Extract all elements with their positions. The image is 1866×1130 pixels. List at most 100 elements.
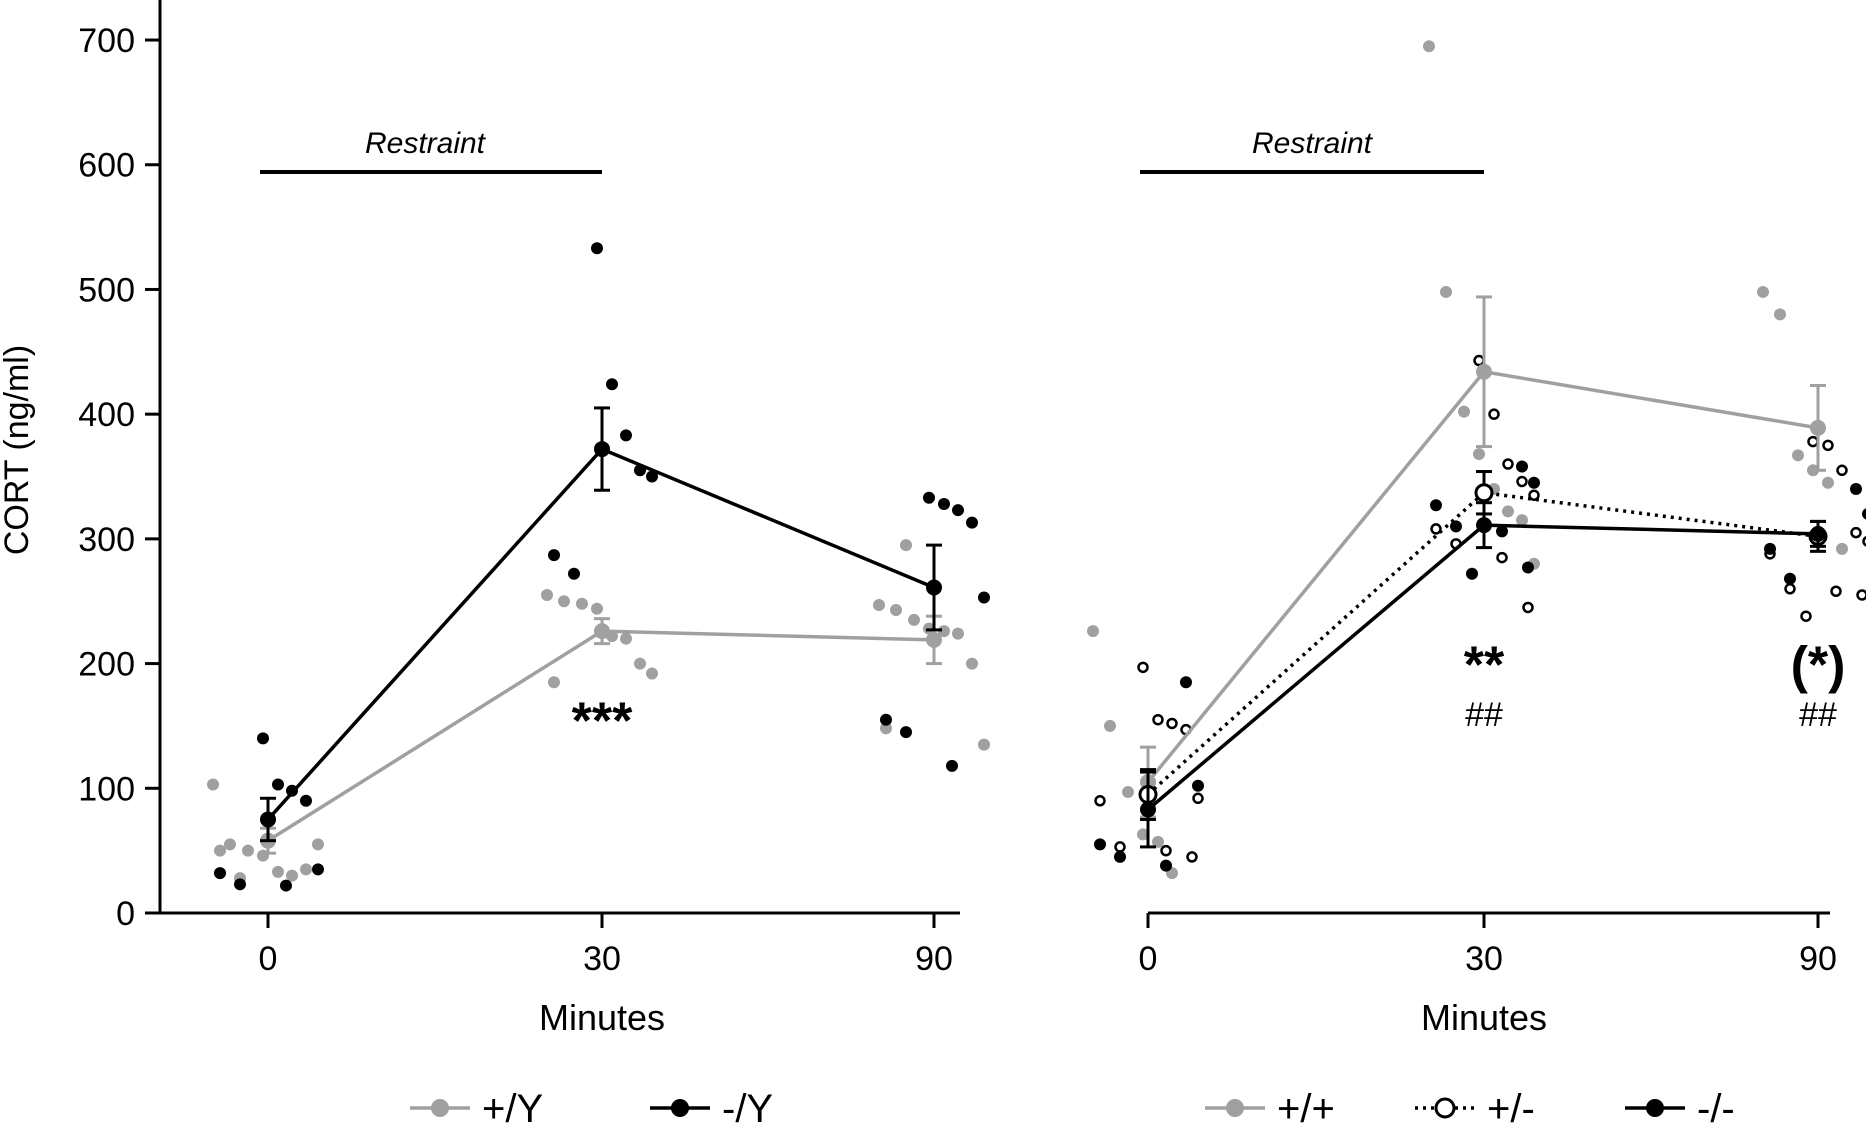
- data-point: [1423, 40, 1435, 53]
- legend-marker: [431, 1099, 449, 1117]
- significance-annotation: **: [1464, 636, 1505, 694]
- data-point: [1440, 285, 1452, 298]
- mean-marker: [1476, 363, 1492, 380]
- data-point: [591, 242, 603, 255]
- left-plot-area: ***: [207, 242, 990, 892]
- panel-left: 0 30 90 Restraint *** Minutes +/Y -/Y: [145, 127, 990, 1130]
- data-point: [272, 778, 284, 791]
- data-point: [1496, 551, 1508, 564]
- data-point: [234, 878, 246, 891]
- data-point: [1502, 458, 1514, 470]
- series-+/+: [1087, 40, 1848, 880]
- data-point: [1473, 354, 1485, 367]
- data-point: [978, 591, 990, 604]
- significance-annotation: (*): [1791, 636, 1846, 694]
- x-tick-label: 90: [1799, 940, 1837, 978]
- series-+/-: [1094, 354, 1866, 863]
- data-point: [568, 567, 580, 580]
- data-point: [1830, 585, 1842, 597]
- data-point: [890, 603, 902, 616]
- data-point: [224, 838, 236, 851]
- data-point: [1528, 476, 1540, 489]
- y-tick-label: 300: [78, 521, 135, 559]
- data-point: [1104, 719, 1116, 732]
- data-point: [908, 613, 920, 626]
- series--/-: [1094, 460, 1866, 872]
- mean-marker: [1810, 419, 1826, 436]
- mean-marker: [1810, 525, 1826, 542]
- data-point: [1087, 625, 1099, 638]
- mean-marker: [1476, 517, 1492, 534]
- right-legend: +/+ +/- -/-: [1205, 1087, 1735, 1130]
- data-point: [1774, 308, 1786, 321]
- series--/Y: [214, 242, 990, 892]
- legend-label: +/+: [1277, 1087, 1335, 1130]
- left-legend: +/Y -/Y: [410, 1087, 773, 1130]
- data-point: [1800, 610, 1812, 622]
- legend-marker: [1434, 1097, 1456, 1119]
- data-point: [541, 588, 553, 601]
- left-x-axis: 0 30 90: [145, 911, 960, 978]
- data-point: [548, 549, 560, 562]
- data-point: [1152, 835, 1164, 848]
- data-point: [1094, 838, 1106, 851]
- data-point: [1502, 505, 1514, 518]
- significance-annotation: ***: [572, 692, 633, 750]
- data-point: [646, 667, 658, 680]
- data-point: [312, 863, 324, 876]
- mean-marker: [594, 623, 610, 640]
- legend-marker: [1226, 1099, 1244, 1117]
- y-axis: 0 100 200 300 400 500 600 700 CORT (ng/ml): [0, 0, 162, 933]
- series--/Y-summary: [260, 406, 942, 843]
- legend-label: -/-: [1697, 1087, 1735, 1130]
- data-point: [591, 602, 603, 615]
- data-point: [286, 869, 298, 882]
- legend-label: -/Y: [722, 1087, 773, 1130]
- data-point: [646, 470, 658, 483]
- data-point: [1466, 567, 1478, 580]
- y-tick-label: 500: [78, 271, 135, 309]
- data-point: [900, 539, 912, 552]
- data-point: [1430, 523, 1442, 535]
- left-x-axis-label: Minutes: [539, 997, 665, 1038]
- data-point: [1807, 435, 1819, 448]
- mean-marker: [1474, 483, 1494, 503]
- data-point: [620, 632, 632, 645]
- data-point: [1430, 499, 1442, 512]
- legend-item: -/Y: [650, 1087, 773, 1130]
- data-point: [1186, 851, 1198, 863]
- x-tick-label: 90: [915, 940, 953, 978]
- data-point: [300, 863, 312, 876]
- data-point: [966, 657, 978, 670]
- data-point: [1850, 482, 1862, 495]
- legend-item: -/-: [1625, 1087, 1735, 1130]
- data-point: [606, 378, 618, 391]
- data-point: [1850, 526, 1862, 539]
- right-plot-area: **##(*)##: [1087, 40, 1866, 880]
- data-point: [938, 625, 950, 638]
- right-restraint-label: Restraint: [1252, 127, 1374, 160]
- x-tick-label: 0: [259, 940, 278, 978]
- y-ticks: 0 100 200 300 400 500 600 700: [78, 22, 160, 933]
- data-point: [1528, 489, 1540, 501]
- series-+/Y-summary: [260, 614, 942, 855]
- data-point: [576, 597, 588, 610]
- series--/--summary: [1140, 501, 1826, 849]
- data-point: [558, 595, 570, 608]
- legend-marker: [671, 1099, 689, 1117]
- legend-label: +/-: [1487, 1087, 1535, 1130]
- data-point: [312, 838, 324, 851]
- data-point: [1122, 786, 1134, 799]
- left-restraint-bar: Restraint: [260, 127, 602, 174]
- data-point: [1822, 476, 1834, 489]
- data-point: [1764, 542, 1776, 555]
- y-tick-label: 200: [78, 646, 135, 684]
- data-point: [952, 504, 964, 517]
- x-tick-label: 30: [583, 940, 621, 978]
- data-point: [1516, 460, 1528, 473]
- mean-marker: [594, 441, 610, 458]
- data-point: [620, 429, 632, 442]
- data-point: [280, 879, 292, 892]
- right-x-axis: 0 30 90: [1139, 911, 1837, 978]
